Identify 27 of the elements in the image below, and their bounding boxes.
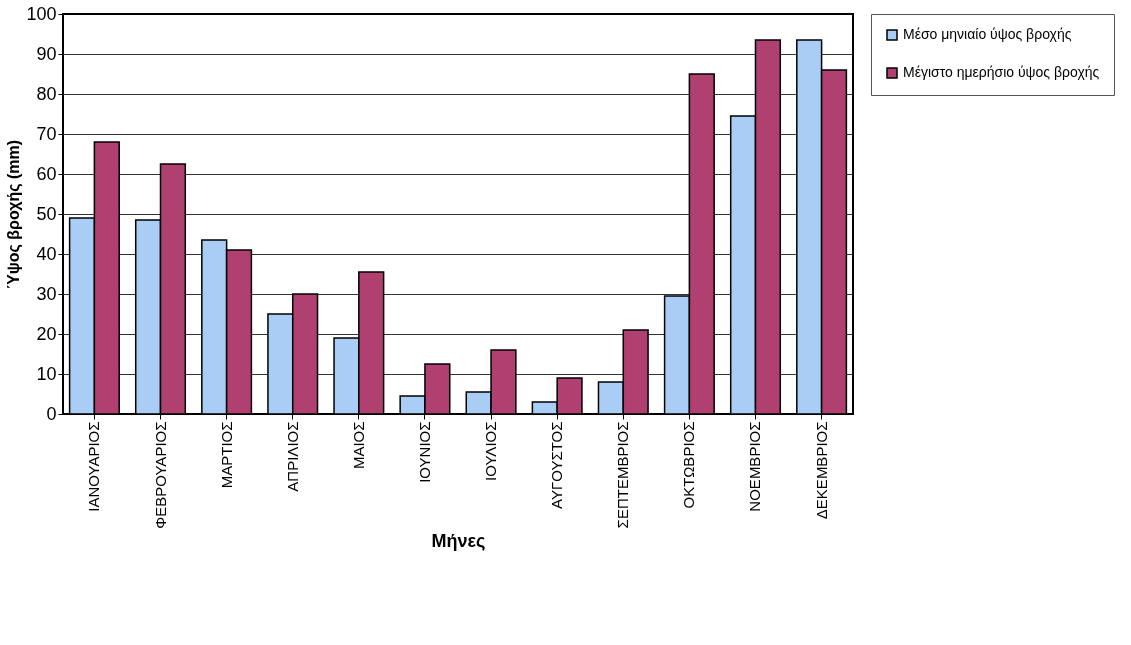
x-tick-label: ΑΥΓΟΥΣΤΟΣ: [548, 421, 566, 509]
y-tick-label: 40: [36, 243, 57, 264]
x-tick-label: ΔΕΚΕΜΒΡΙΟΣ: [812, 421, 830, 520]
x-tick-label: ΣΕΠΤΕΜΒΡΙΟΣ: [614, 421, 632, 529]
x-tick-label: ΙΟΥΛΙΟΣ: [482, 421, 500, 481]
y-tick-label: 30: [36, 283, 57, 304]
y-tick-label: 50: [36, 203, 57, 224]
legend-label: Μέγιστο ημερήσιο ύψος βροχής: [903, 64, 1100, 80]
y-tick-label: 70: [36, 123, 57, 144]
y-tick-label: 10: [36, 363, 57, 384]
x-tick-label: ΜΑΡΤΙΟΣ: [217, 421, 235, 489]
x-tick-label: ΑΠΡΙΛΙΟΣ: [283, 421, 301, 492]
y-tick-label: 20: [36, 323, 57, 344]
x-tick-label: ΜΑΙΟΣ: [349, 421, 367, 470]
x-axis-title: Μήνες: [431, 530, 486, 551]
legend-label: Μέσο μηνιαίο ύψος βροχής: [903, 26, 1072, 42]
y-axis-title: Ύψος βροχής (mm): [5, 139, 24, 290]
y-tick-label: 60: [36, 163, 57, 184]
y-tick-label: 100: [26, 3, 57, 24]
y-tick-label: 0: [46, 403, 57, 424]
y-tick-label: 80: [36, 83, 57, 104]
x-tick-label: ΝΟΕΜΒΡΙΟΣ: [746, 421, 764, 512]
x-tick-label: ΟΚΤΩΒΡΙΟΣ: [680, 421, 698, 509]
y-tick-label: 90: [36, 43, 57, 64]
x-tick-label: ΙΑΝΟΥΑΡΙΟΣ: [85, 421, 103, 512]
x-tick-label: ΦΕΒΡΟΥΑΡΙΟΣ: [151, 421, 169, 529]
x-tick-label: ΙΟΥΝΙΟΣ: [415, 421, 433, 483]
